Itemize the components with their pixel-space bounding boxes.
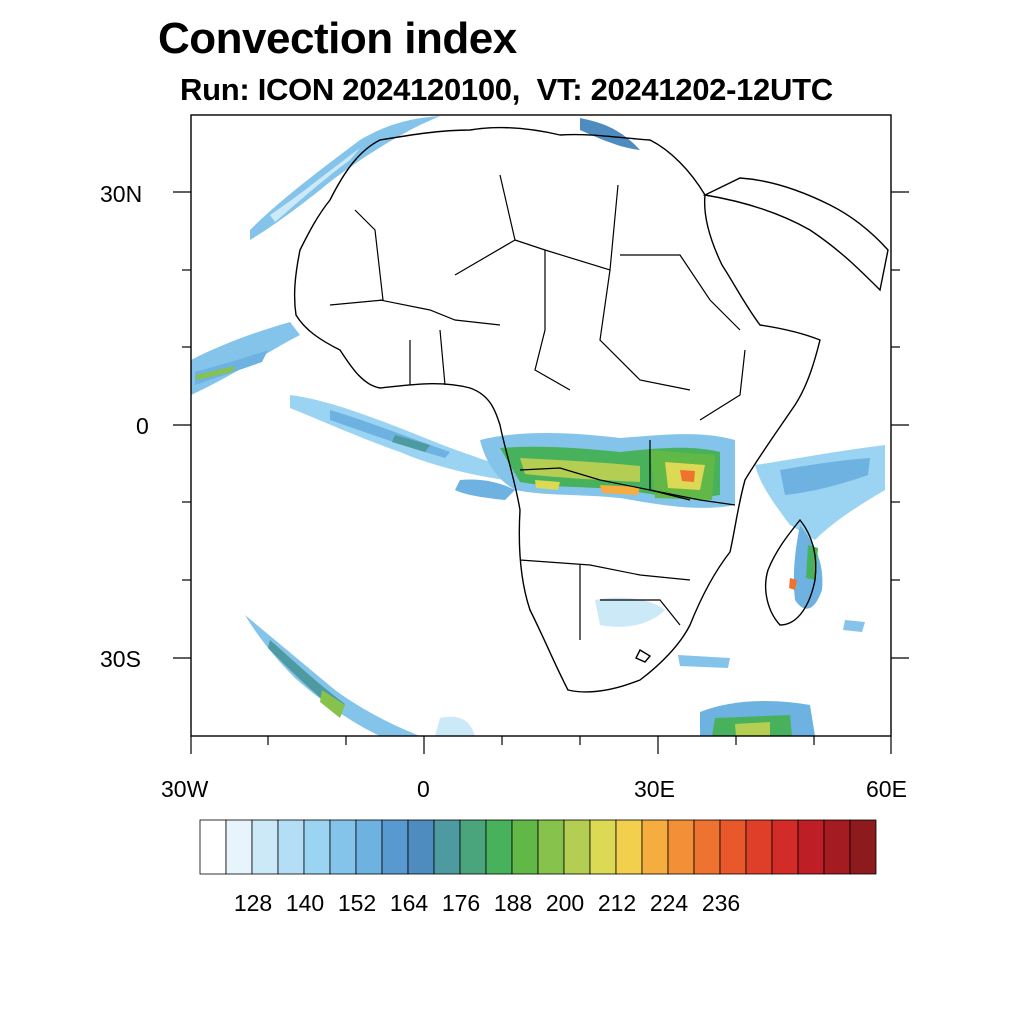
colorbar-swatch: [667, 819, 695, 875]
colorbar-swatch: [459, 819, 487, 875]
colorbar-swatch: [303, 819, 331, 875]
colorbar-swatch: [719, 819, 747, 875]
colorbar-swatch: [849, 819, 877, 875]
lon-label-0: 0: [417, 776, 430, 802]
convection-field: [191, 116, 885, 736]
axis-ticks: [173, 191, 909, 754]
lon-label-30w: 30W: [161, 776, 209, 802]
chart-subtitle: Run: ICON 2024120100, VT: 20241202-12UTC: [180, 72, 833, 107]
coastline: [293, 126, 889, 693]
colorbar-swatch: [511, 819, 539, 875]
colorbar-tick-label: 152: [338, 890, 376, 916]
colorbar-tick-label: 224: [650, 890, 689, 916]
colorbar-swatch: [797, 819, 825, 875]
colorbar-swatch: [589, 819, 617, 875]
lon-label-30e: 30E: [634, 776, 675, 802]
colorbar-tick-label: 236: [702, 890, 740, 916]
colorbar-swatch: [615, 819, 643, 875]
colorbar-tick-label: 188: [494, 890, 532, 916]
colorbar-swatch: [693, 819, 721, 875]
colorbar-tick-label: 212: [598, 890, 636, 916]
colorbar-tick-label: 164: [390, 890, 429, 916]
colorbar-swatch: [537, 819, 565, 875]
colorbar-tick-label: 128: [234, 890, 272, 916]
lat-label-0: 0: [136, 413, 149, 439]
colorbar-tick-label: 200: [546, 890, 584, 916]
colorbar-swatch: [563, 819, 591, 875]
colorbar-swatch: [485, 819, 513, 875]
colorbar-swatch: [823, 819, 851, 875]
colorbar-swatch: [251, 819, 279, 875]
colorbar-swatch: [199, 819, 227, 875]
colorbar-swatch: [433, 819, 461, 875]
chart-title: Convection index: [158, 14, 517, 63]
country-borders: [329, 174, 746, 640]
colorbar-swatch: [277, 819, 305, 875]
lat-label-30n: 30N: [100, 181, 143, 207]
colorbar-swatch: [745, 819, 773, 875]
colorbar-swatch: [407, 819, 435, 875]
colorbar-swatch: [329, 819, 357, 875]
colorbar-swatch: [381, 819, 409, 875]
colorbar: 128 140 152 164 176 188 200 212 224 236: [199, 819, 877, 916]
colorbar-swatch: [355, 819, 383, 875]
colorbar-swatch: [641, 819, 669, 875]
lat-label-30s: 30S: [100, 646, 141, 672]
lon-label-60e: 60E: [866, 776, 907, 802]
colorbar-tick-label: 176: [442, 890, 480, 916]
colorbar-swatch: [771, 819, 799, 875]
colorbar-swatch: [225, 819, 253, 875]
colorbar-tick-label: 140: [286, 890, 324, 916]
